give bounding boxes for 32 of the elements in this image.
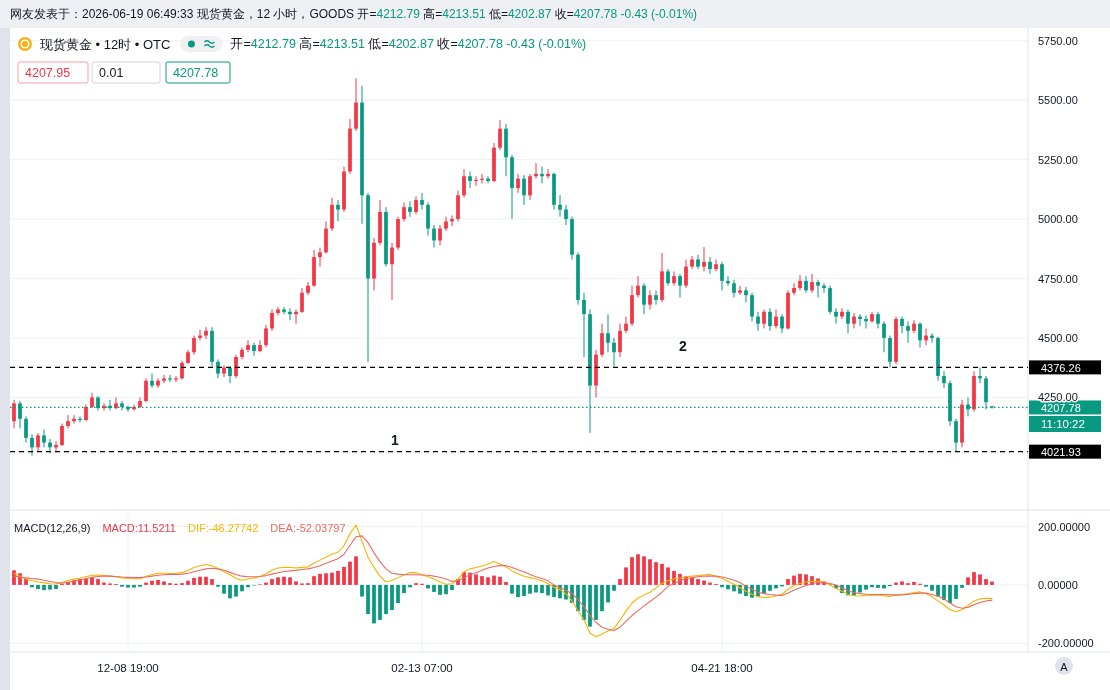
annotation: 0.01	[99, 65, 124, 80]
text: MACD(12,26,9)	[14, 522, 91, 534]
y-tick-label: 0.00000	[1038, 578, 1078, 591]
y-tick-label: 5000.00	[1038, 213, 1078, 226]
text: 11:10:22	[1041, 418, 1085, 430]
y-tick-label: 5500.00	[1038, 94, 1078, 107]
text: 现货黄金 • 12时 • OTC	[40, 36, 171, 52]
annotation: 4207.78	[173, 65, 219, 80]
x-tick-label: 04-21 18:00	[691, 662, 753, 674]
number-box: 4207.78	[165, 61, 231, 84]
y-tick-label: 4500.00	[1038, 331, 1078, 344]
text: DIF:-46.27742	[187, 522, 259, 534]
x-tick-label: 12-08 19:00	[97, 662, 159, 674]
ref-line-label: 4021.93	[1041, 446, 1081, 459]
chart-title: 网友发表于：2026-06-19 06:49:33 现货黄金，12 小时，GOODS 开=4212.79 高=4213.51 低=4202.87 收=4207.78 -0.43 (-0.01%)	[10, 7, 698, 21]
annotation: 开=4212.79 高=4213.51 低=4202.87 收=4207.78 -0.43 (-0.01%)	[230, 36, 587, 51]
round-button: A	[1055, 657, 1073, 675]
y-tick-label: 5250.00	[1038, 153, 1078, 166]
series-label: DEA:-52.03797	[270, 522, 346, 534]
y-tick-label: -200.00000	[1038, 637, 1094, 650]
ref-line-label: 4376.26	[1041, 361, 1081, 374]
number-box: 4207.95	[17, 61, 89, 84]
annotation: 2	[679, 338, 688, 354]
number-box: 0.01	[91, 61, 161, 84]
y-tick-label: 200.00000	[1038, 520, 1090, 533]
ref-line-label: 4207.78	[1041, 401, 1081, 414]
annotation: 4207.95	[25, 65, 71, 80]
x-tick-label: 02-13 07:00	[391, 662, 453, 674]
y-tick-label: 4750.00	[1038, 272, 1078, 285]
y-tick-label: 5750.00	[1038, 34, 1078, 47]
annotation: 1	[391, 432, 400, 448]
text: MACD:11.5211	[102, 522, 176, 534]
